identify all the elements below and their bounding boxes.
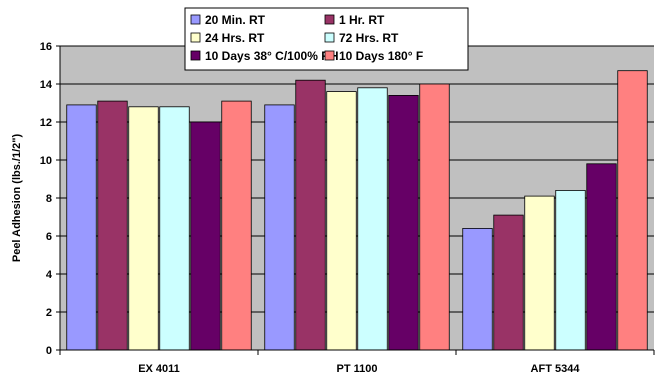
y-tick-label: 6	[46, 231, 52, 243]
y-tick-label: 2	[46, 307, 52, 319]
legend-swatch	[324, 14, 335, 25]
x-category-label: AFT 5344	[531, 363, 581, 375]
bar	[128, 106, 159, 351]
bars	[66, 70, 648, 351]
legend-label: 24 Hrs. RT	[205, 31, 265, 45]
y-tick-label: 16	[40, 41, 52, 53]
y-tick-labels: 0 2 4 6 8 10 12 14 16	[40, 41, 60, 357]
legend-swatch	[324, 32, 335, 43]
gridlines	[60, 45, 654, 313]
bar	[555, 189, 586, 351]
bar	[295, 79, 326, 351]
bar	[388, 95, 419, 351]
legend-swatch	[190, 14, 201, 25]
bar	[419, 83, 450, 351]
y-tick-label: 12	[40, 117, 52, 129]
legend-label: 1 Hr. RT	[339, 13, 385, 27]
y-tick-label: 10	[40, 155, 52, 167]
y-tick-label: 14	[40, 79, 53, 91]
y-axis-label: Peel Adhesion (lbs./1/2")	[11, 134, 23, 263]
legend-swatch	[190, 32, 201, 43]
bar	[493, 214, 524, 351]
legend-label: 72 Hrs. RT	[339, 31, 399, 45]
legend-swatch	[190, 50, 201, 61]
legend-label: 10 Days 38° C/100% RH	[205, 49, 339, 63]
bar	[66, 104, 97, 351]
legend-label: 10 Days 180° F	[339, 49, 423, 63]
x-category-label: EX 4011	[138, 363, 180, 375]
bar	[97, 100, 128, 351]
bar	[264, 104, 295, 351]
bar	[159, 106, 190, 351]
bar	[524, 195, 555, 351]
bar	[357, 87, 388, 351]
legend-swatch	[324, 50, 335, 61]
bar	[617, 70, 648, 351]
bar	[190, 121, 221, 351]
legend-label: 20 Min. RT	[205, 13, 266, 27]
bar	[462, 227, 493, 351]
y-tick-label: 8	[46, 193, 52, 205]
bar	[221, 100, 252, 351]
bar	[326, 91, 357, 351]
bar	[586, 163, 617, 351]
x-category-labels: EX 4011 PT 1100 AFT 5344	[138, 363, 580, 375]
y-tick-label: 0	[46, 345, 52, 357]
y-tick-label: 4	[46, 269, 53, 281]
x-category-label: PT 1100	[337, 363, 378, 375]
